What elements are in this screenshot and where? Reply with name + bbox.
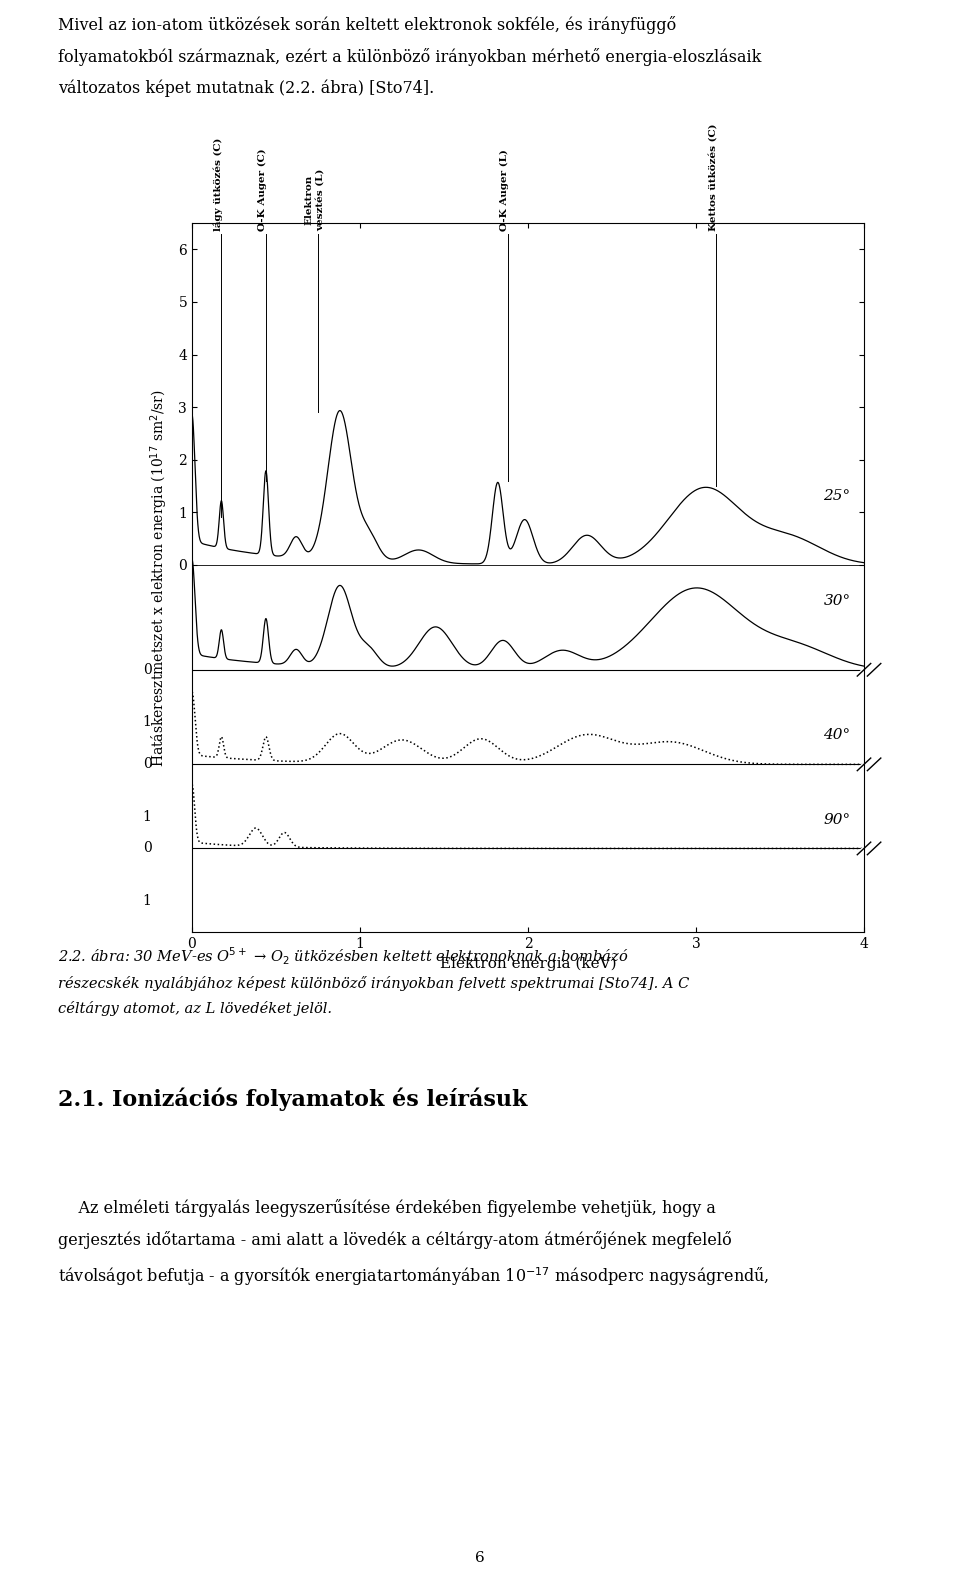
Text: 0: 0 <box>143 757 152 771</box>
X-axis label: Elektron energia (keV): Elektron energia (keV) <box>440 956 616 971</box>
Text: 40°: 40° <box>824 728 851 743</box>
Text: Elektron
vesztés (L): Elektron vesztés (L) <box>305 169 324 231</box>
Text: Mivel az ion-atom ütközések során keltett elektronok sokféle, és irányfüggő
foly: Mivel az ion-atom ütközések során keltet… <box>58 16 761 97</box>
Text: 25°: 25° <box>824 489 851 504</box>
Text: 2.1. Ionizációs folyamatok és leírásuk: 2.1. Ionizációs folyamatok és leírásuk <box>58 1087 527 1111</box>
Text: 6: 6 <box>475 1551 485 1565</box>
Text: 1: 1 <box>143 894 152 909</box>
Y-axis label: Hatáskeresztmetszet x elektron energia (10$^{17}$ sm$^{2}$/sr): Hatáskeresztmetszet x elektron energia (… <box>149 389 170 767</box>
Text: 0: 0 <box>143 842 152 856</box>
Text: 0: 0 <box>143 663 152 677</box>
Text: lágy ütközés (C): lágy ütközés (C) <box>213 137 223 231</box>
Text: O-K Auger (C): O-K Auger (C) <box>258 148 267 231</box>
Text: O-K Auger (L): O-K Auger (L) <box>500 150 509 231</box>
Text: 1: 1 <box>143 810 152 824</box>
Text: 2.2. ábra: 30 MeV-es O$^{5+}$ → O$_2$ ütközésben keltett elektronoknak a bombázó: 2.2. ábra: 30 MeV-es O$^{5+}$ → O$_2$ üt… <box>58 945 689 1015</box>
Text: Kettos ütközés (C): Kettos ütközés (C) <box>708 124 717 231</box>
Text: 30°: 30° <box>824 595 851 609</box>
Text: 90°: 90° <box>824 813 851 827</box>
Text: 1: 1 <box>143 716 152 730</box>
Text: Az elméleti tárgyalás leegyszerűsítése érdekében figyelembe vehetjük, hogy a
ger: Az elméleti tárgyalás leegyszerűsítése é… <box>58 1199 769 1288</box>
